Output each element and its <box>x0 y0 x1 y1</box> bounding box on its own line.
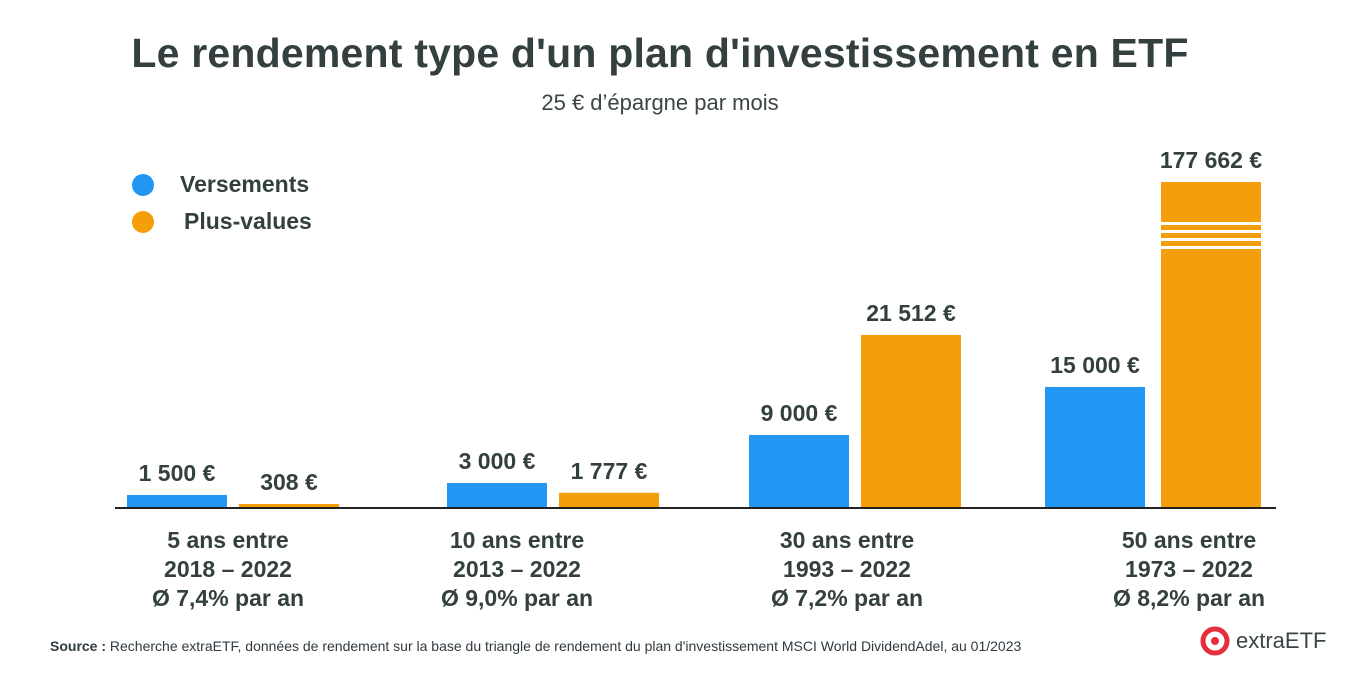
bar-versements <box>447 483 547 507</box>
category-label: 50 ans entre <box>1122 527 1256 553</box>
category-label: 1993 – 2022 <box>783 556 911 582</box>
data-label: 308 € <box>260 469 318 495</box>
data-label: 3 000 € <box>459 448 536 474</box>
source-note: Source : Recherche extraETF, données de … <box>50 638 1021 654</box>
bar-versements <box>1045 387 1145 507</box>
axis-break-mark <box>1161 230 1261 233</box>
brand-name: extraETF <box>1236 628 1327 653</box>
legend-item-versements: Versements <box>132 166 312 203</box>
source-text: Recherche extraETF, données de rendement… <box>106 638 1022 654</box>
category-label: Ø 9,0% par an <box>441 585 593 611</box>
category-label: Ø 7,2% par an <box>771 585 923 611</box>
bar-plus-values <box>1161 182 1261 507</box>
legend-label: Plus-values <box>184 208 312 234</box>
axis-break-mark <box>1161 238 1261 241</box>
legend-swatch-versements <box>132 173 154 196</box>
legend-item-plus-values: Plus-values <box>132 203 312 240</box>
bar-versements <box>749 435 849 507</box>
data-label: 1 500 € <box>139 460 216 486</box>
data-label: 21 512 € <box>866 300 956 326</box>
legend-swatch-plus-values <box>132 210 154 233</box>
chart-title: Le rendement type d'un plan d'investisse… <box>131 30 1189 76</box>
category-label: 5 ans entre <box>167 527 288 553</box>
bar-plus-values <box>239 504 339 507</box>
legend: Versements Plus-values <box>132 166 312 240</box>
data-label: 15 000 € <box>1050 352 1140 378</box>
category-label: Ø 7,4% par an <box>152 585 304 611</box>
bar-versements <box>127 495 227 507</box>
brand: extraETF <box>1200 626 1326 656</box>
category-label: 2018 – 2022 <box>164 556 292 582</box>
extraetf-logo-icon <box>1200 626 1230 656</box>
chart-subtitle: 25 € d’épargne par mois <box>541 90 779 115</box>
data-label: 9 000 € <box>761 400 838 426</box>
category-label: 2013 – 2022 <box>453 556 581 582</box>
legend-label: Versements <box>180 171 310 197</box>
source-prefix: Source : <box>50 638 107 654</box>
category-label: 30 ans entre <box>780 527 914 553</box>
bar-plus-values <box>559 492 659 507</box>
category-label: 1973 – 2022 <box>1125 556 1253 582</box>
axis-break-mark <box>1161 222 1261 225</box>
category-label: 10 ans entre <box>450 527 584 553</box>
axis-break-mark <box>1161 246 1261 249</box>
bar-plus-values <box>861 334 961 507</box>
category-label: Ø 8,2% par an <box>1113 585 1265 611</box>
data-label: 1 777 € <box>571 458 648 484</box>
data-label: 177 662 € <box>1160 147 1263 173</box>
